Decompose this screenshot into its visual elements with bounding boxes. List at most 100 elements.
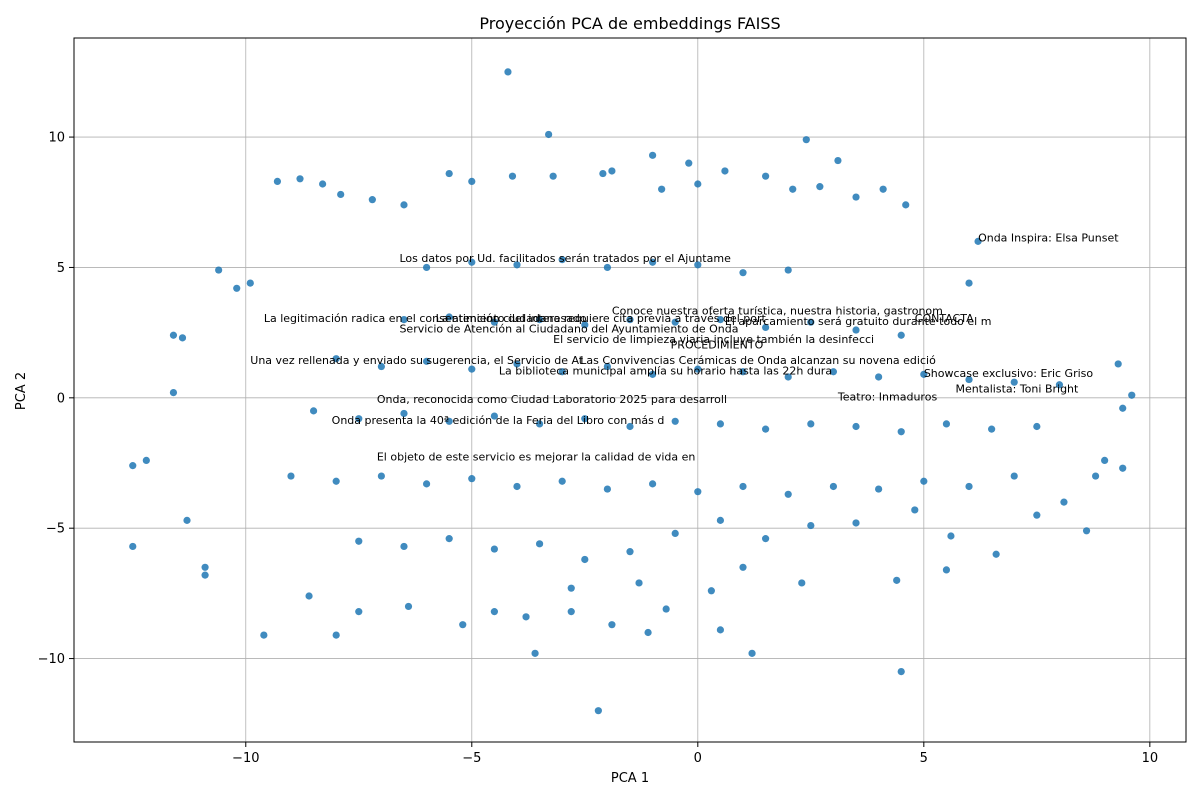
data-point [965, 482, 973, 491]
data-point [422, 357, 431, 365]
annotation-label: Onda presenta la 40ª edición de la Feria… [332, 414, 665, 427]
data-point [852, 193, 860, 201]
x-tick-label: 0 [694, 751, 702, 766]
data-point [549, 172, 557, 180]
data-point [739, 563, 747, 571]
data-point [260, 631, 268, 639]
data-point [798, 579, 806, 587]
data-point [490, 412, 498, 420]
data-point [603, 485, 611, 493]
data-point [802, 136, 810, 144]
data-point [332, 477, 340, 485]
annotation-label: La biblioteca municipal amplía su horari… [499, 364, 832, 377]
annotation-label: Onda, reconocida como Ciudad Laboratorio… [377, 393, 727, 406]
data-point [875, 485, 883, 493]
data-point [784, 490, 792, 498]
data-point [671, 529, 679, 538]
data-point [988, 425, 996, 433]
data-point [355, 415, 363, 423]
data-point [608, 167, 616, 175]
data-point [947, 532, 955, 540]
data-point [581, 555, 589, 564]
data-point [1010, 378, 1018, 386]
data-point [558, 477, 566, 485]
data-point [400, 201, 408, 209]
data-point [1128, 391, 1136, 399]
data-point [834, 156, 842, 165]
annotation-label: Showcase exclusivo: Eric Griso [924, 367, 1094, 380]
data-point [490, 545, 498, 553]
data-point [129, 462, 137, 470]
data-point [879, 185, 887, 193]
data-point [445, 313, 453, 321]
plot-frame [73, 37, 1187, 743]
data-point [404, 602, 413, 611]
data-point [490, 608, 498, 616]
data-point [942, 420, 951, 428]
data-point [1060, 498, 1068, 506]
annotation-label: Conoce nuestra oferta turística, nuestra… [612, 304, 943, 317]
data-point [685, 159, 693, 167]
point-annotations: Onda Inspira: Elsa Punset Los datos por U… [250, 231, 1119, 463]
data-point [694, 365, 702, 373]
data-point [716, 626, 725, 634]
data-point [762, 425, 770, 433]
data-point [721, 167, 729, 175]
annotation-label: Los datos por Ud. facilitados serán trat… [399, 252, 731, 265]
y-tick-label: −5 [46, 522, 65, 537]
data-point [513, 482, 521, 491]
annotation-label: CONTACTA [915, 312, 974, 325]
data-point [902, 201, 910, 209]
y-axis-ticks: −10 −5 0 5 10 [38, 131, 74, 667]
data-point [829, 482, 838, 491]
data-point [784, 373, 792, 381]
annotation-label: Servicio de Atención al Ciudadano del Ay… [399, 323, 738, 336]
annotation-label: La atención ciudadana requiere cita prev… [436, 312, 767, 325]
data-point [816, 183, 824, 191]
data-point [581, 415, 589, 423]
x-tick-label: 10 [1142, 751, 1159, 766]
data-point [332, 631, 340, 639]
annotation-label: El servicio de limpieza viaria incluye t… [553, 333, 874, 346]
x-tick-label: 5 [920, 751, 928, 766]
annotation-label: El aparcamiento será gratuito durante to… [725, 315, 992, 328]
x-tick-label: −10 [232, 751, 259, 766]
data-point [522, 613, 530, 621]
data-point [762, 172, 770, 180]
data-point [626, 422, 634, 431]
data-point [355, 537, 363, 545]
data-point [603, 362, 611, 371]
data-point [535, 316, 544, 324]
data-point [974, 237, 982, 245]
x-axis-label: PCA 1 [611, 771, 649, 786]
data-point [1033, 422, 1041, 431]
data-point [1114, 360, 1122, 368]
data-point [201, 571, 209, 579]
data-point [1119, 404, 1127, 412]
scatter-points [129, 68, 1136, 715]
data-point [603, 263, 611, 272]
data-point [1101, 456, 1109, 464]
data-point [644, 628, 652, 637]
data-point [716, 316, 725, 324]
data-point [920, 370, 928, 378]
data-point [762, 535, 770, 543]
annotation-label: La legitimación radica en el consentimie… [264, 312, 587, 325]
data-point [807, 420, 815, 428]
data-point [626, 548, 634, 556]
data-point [875, 373, 883, 381]
data-point [246, 279, 254, 287]
data-point [233, 284, 241, 292]
data-point [531, 649, 539, 657]
data-point [599, 169, 607, 178]
data-point [992, 550, 1000, 558]
y-tick-label: 10 [48, 131, 65, 146]
data-point [852, 326, 860, 334]
data-point [178, 334, 187, 342]
data-point [287, 472, 295, 480]
data-point [468, 365, 476, 373]
chart-title: Proyección PCA de embeddings FAISS [479, 14, 780, 33]
data-point [309, 407, 318, 415]
y-tick-label: −10 [38, 652, 65, 667]
